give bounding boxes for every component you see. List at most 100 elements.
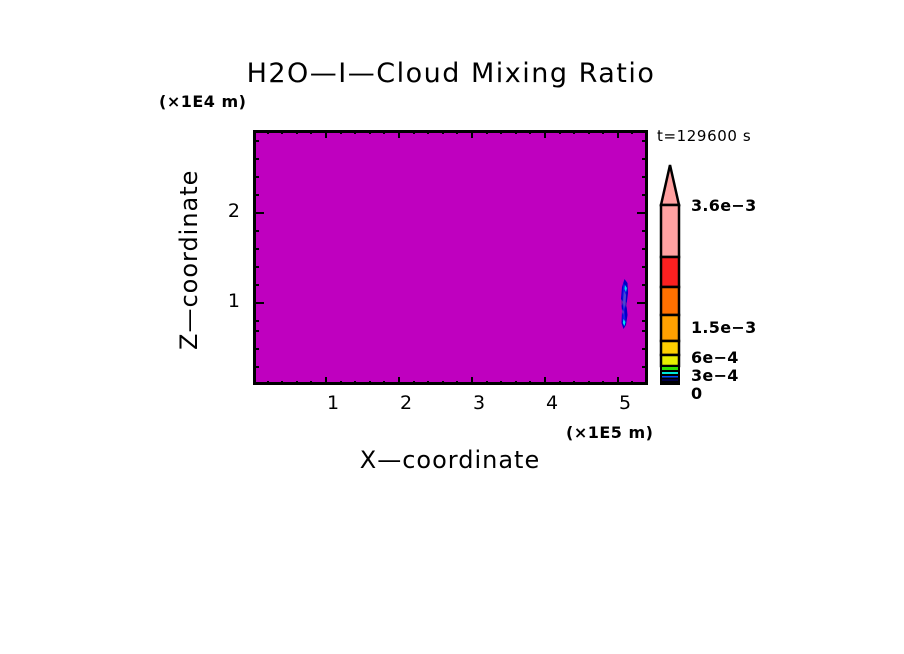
y-tick-minor <box>253 158 259 160</box>
y-tick-minor-right <box>642 176 648 178</box>
colorbar-tick-label: 1.5e−3 <box>691 318 757 337</box>
x-tick-minor-top <box>559 130 561 134</box>
y-tick-minor <box>253 176 259 178</box>
y-tick-major <box>253 212 264 214</box>
y-tick-minor-right <box>642 284 648 286</box>
x-tick-minor-top <box>310 130 312 134</box>
y-tick-minor-right <box>642 366 648 368</box>
colorbar-band <box>659 339 681 357</box>
x-tick-label: 1 <box>326 392 340 414</box>
x-tick-minor-top <box>369 130 371 134</box>
colorbar-tick-label: 3.6e−3 <box>691 196 757 215</box>
x-tick-minor-top <box>631 130 633 134</box>
y-tick-minor-right <box>642 348 648 350</box>
y-tick-minor-right <box>642 140 648 142</box>
x-tick-minor-top <box>354 130 356 134</box>
x-tick-minor <box>559 381 561 385</box>
x-tick-minor-top <box>340 130 342 134</box>
x-tick-minor-top <box>515 130 517 134</box>
x-axis-units-label: (×1E5 m) <box>566 423 654 442</box>
x-tick-minor <box>486 381 488 385</box>
y-tick-minor <box>253 248 259 250</box>
x-axis-title: X—coordinate <box>0 446 904 474</box>
x-tick-minor-top <box>427 130 429 134</box>
x-tick-minor <box>456 381 458 385</box>
x-tick-minor-top <box>602 130 604 134</box>
x-tick-label: 4 <box>545 392 559 414</box>
colorbar-svg <box>659 164 681 385</box>
x-tick-minor <box>602 381 604 385</box>
colorbar-tick-label: 0 <box>691 384 703 403</box>
y-tick-major <box>253 302 264 304</box>
x-axis-title-text: X—coordinate <box>359 446 541 474</box>
y-tick-major-right <box>637 302 648 304</box>
x-tick-major-top <box>325 130 327 138</box>
y-tick-minor-right <box>642 266 648 268</box>
x-tick-major-top <box>544 130 546 138</box>
x-tick-minor-top <box>456 130 458 134</box>
y-tick-minor <box>253 348 259 350</box>
timestamp-label: t=129600 s <box>657 127 752 145</box>
colorbar-band <box>659 203 681 259</box>
page-title: H2O—I—Cloud Mixing Ratio <box>0 58 904 89</box>
x-tick-minor <box>354 381 356 385</box>
y-tick-minor <box>253 320 259 322</box>
x-tick-minor <box>281 381 283 385</box>
x-tick-major <box>398 377 400 385</box>
y-tick-minor <box>253 366 259 368</box>
y-tick-major-right <box>637 212 648 214</box>
x-tick-minor <box>645 381 647 385</box>
x-tick-minor <box>588 381 590 385</box>
colorbar-band <box>659 313 681 343</box>
x-tick-minor <box>267 381 269 385</box>
x-tick-minor-top <box>588 130 590 134</box>
colorbar-band <box>659 285 681 317</box>
y-tick-label: 2 <box>227 200 240 222</box>
x-tick-minor-top <box>296 130 298 134</box>
x-tick-label: 3 <box>472 392 486 414</box>
x-tick-major-top <box>398 130 400 138</box>
x-tick-minor-top <box>573 130 575 134</box>
y-tick-minor <box>253 284 259 286</box>
x-tick-minor <box>515 381 517 385</box>
y-tick-minor-right <box>642 230 648 232</box>
colorbar-tick-label: 6e−4 <box>691 348 739 367</box>
plot-area <box>253 130 648 385</box>
y-tick-minor-right <box>642 194 648 196</box>
y-tick-minor <box>253 140 259 142</box>
y-tick-minor <box>253 230 259 232</box>
x-tick-minor-top <box>645 130 647 134</box>
y-tick-minor <box>253 266 259 268</box>
y-tick-minor-right <box>642 320 648 322</box>
y-tick-minor <box>253 194 259 196</box>
x-tick-minor-top <box>500 130 502 134</box>
colorbar-tick-label: 3e−4 <box>691 366 739 385</box>
x-tick-minor-top <box>267 130 269 134</box>
colorbar-overflow-arrow <box>659 164 681 207</box>
x-tick-minor <box>500 381 502 385</box>
x-tick-major-top <box>471 130 473 138</box>
x-tick-major <box>544 377 546 385</box>
x-tick-minor <box>310 381 312 385</box>
y-tick-minor-right <box>642 330 648 332</box>
page-title-text: H2O—I—Cloud Mixing Ratio <box>246 58 656 89</box>
x-tick-minor <box>529 381 531 385</box>
x-tick-minor-top <box>442 130 444 134</box>
x-tick-minor <box>442 381 444 385</box>
x-tick-minor <box>427 381 429 385</box>
x-tick-minor <box>413 381 415 385</box>
x-tick-minor <box>383 381 385 385</box>
x-tick-minor-top <box>529 130 531 134</box>
colorbar-band <box>659 353 681 368</box>
colorbar <box>659 163 683 385</box>
x-tick-minor <box>369 381 371 385</box>
x-tick-major <box>617 377 619 385</box>
x-tick-minor-top <box>413 130 415 134</box>
x-tick-minor <box>340 381 342 385</box>
y-tick-minor-right <box>642 158 648 160</box>
x-tick-minor-top <box>383 130 385 134</box>
x-tick-minor-top <box>486 130 488 134</box>
y-tick-label: 1 <box>227 290 240 312</box>
colorbar-band <box>660 382 680 385</box>
y-axis-title: Z—coordinate <box>175 169 203 351</box>
